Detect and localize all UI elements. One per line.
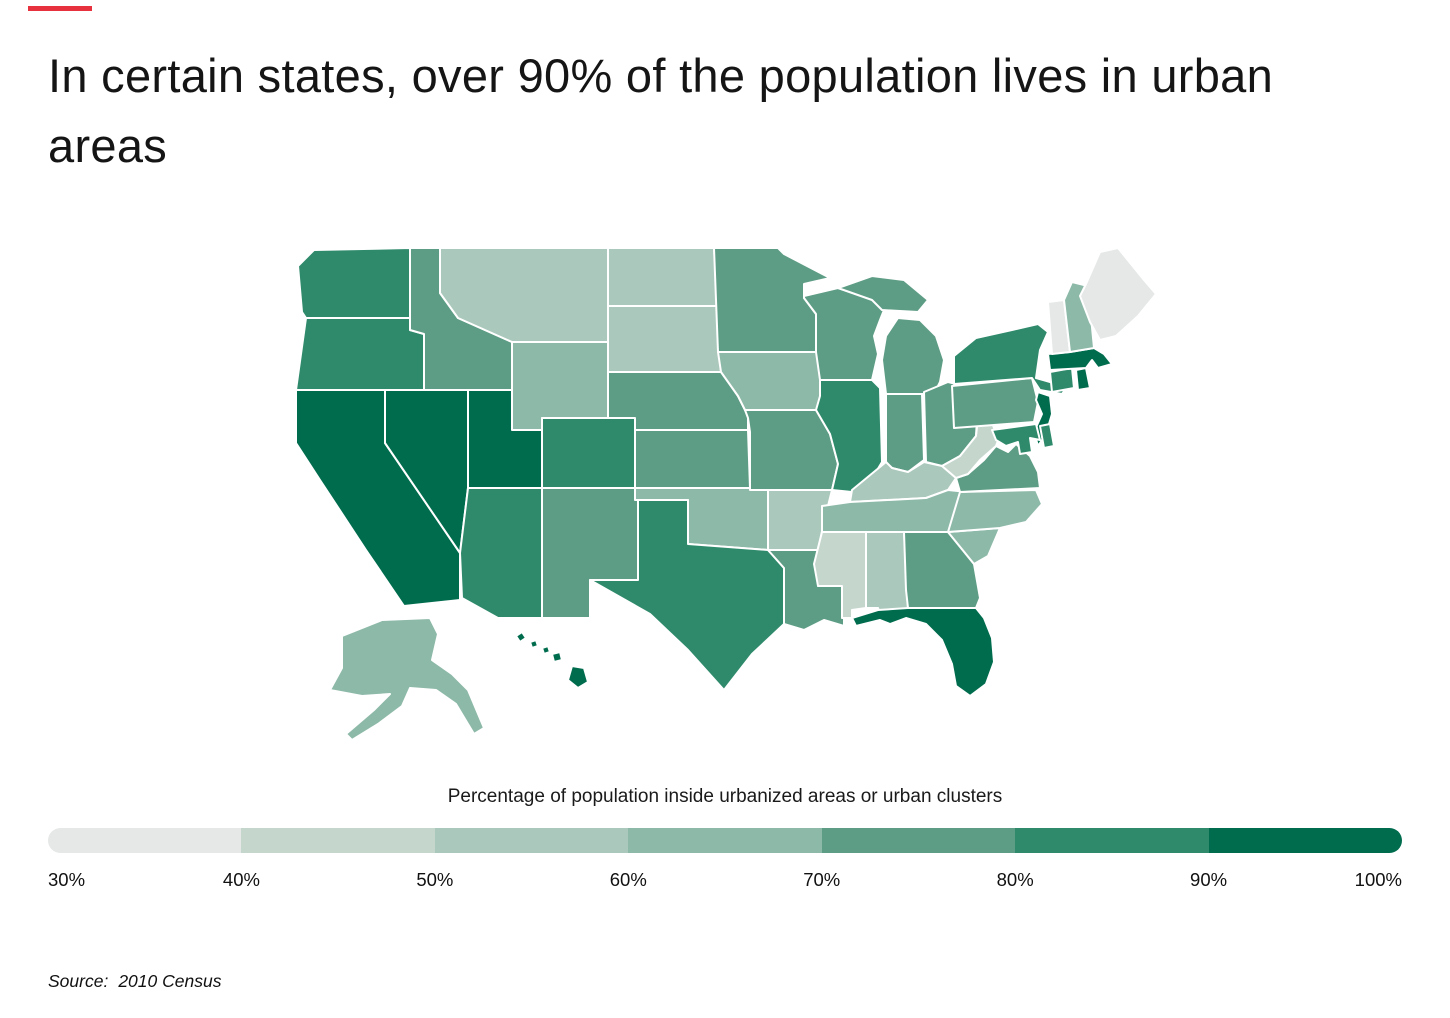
state-rhode-island (1075, 367, 1091, 392)
state-pennsylvania (951, 377, 1039, 430)
legend-tick-label: 80% (996, 869, 1034, 891)
state-hawaii-island (567, 665, 589, 690)
state-oregon (295, 317, 425, 392)
legend-tick-label: 30% (48, 869, 86, 891)
state-arizona (459, 487, 543, 620)
state-hawaii-island (529, 639, 539, 650)
legend-segment (1015, 828, 1209, 854)
state-hawaii-island (541, 645, 551, 656)
state-north-carolina (947, 489, 1043, 534)
state-colorado (541, 417, 636, 490)
legend-tick-label: 60% (609, 869, 647, 891)
legend-tick-label: 50% (416, 869, 454, 891)
legend-bar (48, 828, 1402, 854)
source-line: Source: 2010 Census (48, 971, 221, 992)
legend-tick-label: 70% (803, 869, 841, 891)
us-choropleth-map (295, 247, 1157, 742)
state-washington (297, 247, 411, 320)
source-value: 2010 Census (118, 971, 222, 991)
state-hawaii-island (515, 631, 527, 644)
legend-segment (241, 828, 435, 854)
legend-tick-label: 100% (1354, 869, 1402, 891)
state-michigan (881, 317, 945, 396)
legend: 30% 40% 50% 60% 70% 80% 90% 100% (48, 828, 1402, 893)
legend-segment (48, 828, 242, 854)
legend-segment (821, 828, 1016, 854)
state-connecticut (1049, 367, 1075, 394)
state-new-york (953, 323, 1067, 396)
state-south-dakota (607, 305, 722, 374)
state-delaware (1039, 423, 1055, 450)
legend-tick-label: 40% (222, 869, 260, 891)
legend-segment (434, 828, 629, 854)
state-virginia (955, 443, 1041, 494)
state-maine (1079, 247, 1157, 342)
brand-accent-bar (28, 6, 92, 11)
state-indiana (885, 393, 925, 474)
legend-segment (1208, 828, 1402, 854)
source-label: Source: (48, 971, 109, 991)
state-michigan-upper-peninsula (837, 275, 929, 314)
page-title: In certain states, over 90% of the popul… (48, 49, 1274, 172)
state-texas (589, 499, 785, 692)
state-maryland (991, 423, 1041, 456)
state-alabama (865, 531, 909, 622)
legend-ticks: 30% 40% 50% 60% 70% 80% 90% 100% (48, 869, 1402, 893)
state-illinois (815, 379, 883, 494)
state-alaska (329, 617, 485, 742)
legend-tick-label: 90% (1190, 869, 1228, 891)
state-north-dakota (607, 247, 719, 308)
legend-title: Percentage of population inside urbanize… (447, 786, 1003, 808)
legend-segment (628, 828, 822, 854)
state-kansas (634, 429, 751, 490)
state-hawaii-island (551, 651, 563, 664)
state-wyoming (511, 341, 609, 432)
state-florida (851, 607, 995, 698)
